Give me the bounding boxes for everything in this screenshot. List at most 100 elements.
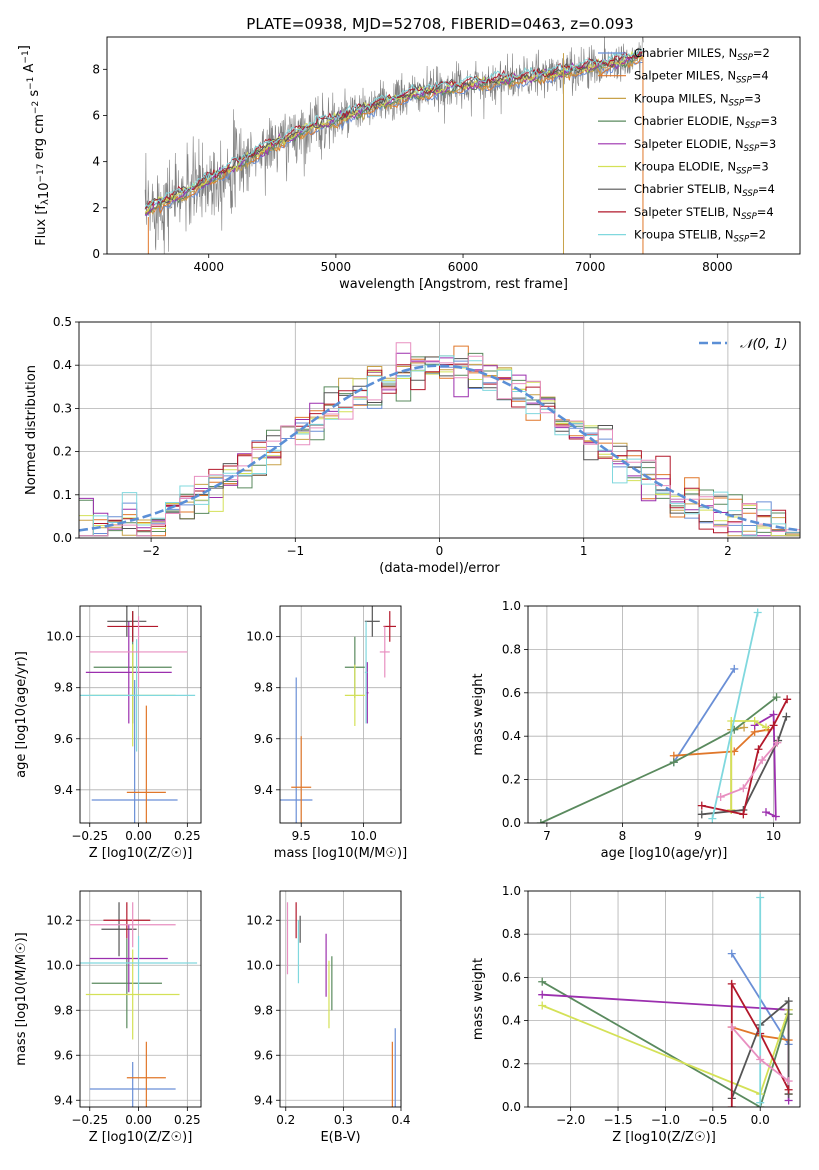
x-tick-label: 6000: [448, 260, 479, 274]
axes-frame: [527, 605, 801, 824]
y-axis-label: mass [log10(M/M☉)]: [14, 932, 29, 1065]
x-tick-label: −1.5: [603, 1113, 632, 1127]
x-tick-label: 5000: [321, 260, 352, 274]
y-axis-label: age [log10(age/yr)]: [14, 651, 29, 778]
x-tick-label: −0.25: [71, 1113, 108, 1127]
y-tick-label: 0: [92, 247, 100, 261]
legend-label-part: SSP: [741, 212, 757, 222]
massweight-line-salpeter-miles: [673, 728, 769, 757]
x-tick-label: 0.4: [391, 1113, 410, 1127]
axes-frame: [279, 605, 402, 824]
y-axis-label-part: −17: [36, 164, 46, 183]
massweight-line-extra_pink: [720, 742, 778, 798]
legend-label: Kroupa ELODIE, NSSP=3: [634, 160, 769, 177]
y-axis-label-part: erg cm: [32, 114, 47, 163]
massweight-point: [538, 990, 547, 999]
massweight-point: [727, 1023, 736, 1032]
x-tick-label: 0.25: [174, 1113, 201, 1127]
legend-label: Kroupa MILES, NSSP=3: [634, 91, 761, 108]
x-tick-label: −2.0: [556, 1113, 585, 1127]
legend-label-part: =4: [758, 182, 775, 196]
legend-label-part: SSP: [736, 167, 752, 177]
y-tick-label: 4: [92, 155, 100, 169]
massweight-point: [727, 949, 736, 958]
x-tick-label: 4000: [193, 260, 224, 274]
legend-label-part: Chabrier ELODIE, N: [634, 114, 745, 128]
massweight-point: [716, 792, 725, 801]
y-axis-label-part: −2: [31, 101, 41, 114]
axes-frame: [78, 321, 801, 539]
y-tick-label: 10.0: [46, 630, 73, 644]
massweight-point: [730, 664, 739, 673]
massweight-point: [771, 812, 780, 821]
massweight-point: [756, 1098, 765, 1107]
x-axis-label: mass [log10(M/M☉)]: [274, 846, 407, 861]
y-tick-label: 9.8: [254, 1003, 273, 1017]
x-tick-label: 10.0: [350, 829, 377, 843]
legend-label-part: =4: [752, 69, 769, 83]
massweight-point: [708, 814, 717, 823]
x-axis-label: E(B-V): [320, 1130, 360, 1145]
legend-label-part: SSP: [736, 76, 752, 86]
y-tick-label: 9.8: [54, 1003, 73, 1017]
massweight-point: [782, 712, 791, 721]
age_vs_Z-panel: −0.25 0.00 0.25 9.4 9.6 9.8 10.0 Z [log10(Z/Z☉)…: [14, 605, 202, 861]
y-axis-label-part: λ: [40, 199, 51, 205]
legend-label: 𝒩(0, 1): [740, 337, 787, 352]
legend-label: Chabrier MILES, NSSP=2: [634, 46, 770, 63]
x-tick-label: −2: [142, 544, 160, 558]
y-axis-label-part: 10: [37, 183, 52, 200]
legend-label-part: Salpeter ELODIE, N: [634, 137, 744, 151]
figure-title: PLATE=0938, MJD=52708, FIBERID=0463, z=0…: [246, 15, 633, 33]
y-tick-label: 10.2: [246, 913, 273, 927]
y-tick-label: 0.6: [502, 686, 521, 700]
x-tick-label: 0: [436, 544, 444, 558]
massweight-line-chabrier-stelib: [730, 999, 790, 1099]
y-tick-label: 9.6: [254, 1048, 273, 1062]
y-tick-label: 0.2: [53, 445, 72, 459]
massweight-line-salpeter-stelib: [730, 980, 790, 1107]
massweight-line-chabrier-elodie: [540, 696, 778, 823]
x-tick-label: 0.00: [125, 1113, 152, 1127]
y-tick-label: 9.4: [254, 783, 273, 797]
y-axis-label-part: A: [22, 63, 37, 76]
y-tick-label: 0.2: [502, 1057, 521, 1071]
x-tick-label: −1: [286, 544, 304, 558]
y-tick-label: 0.4: [502, 1014, 521, 1028]
y-tick-label: 0.8: [502, 927, 521, 941]
y-tick-label: 1.0: [502, 884, 521, 898]
massweight-point: [769, 710, 778, 719]
y-tick-label: 0.4: [502, 729, 521, 743]
massweight-point: [756, 893, 765, 902]
legend-label-part: Kroupa MILES, N: [634, 91, 729, 105]
y-tick-label: 9.6: [54, 1048, 73, 1062]
y-axis-label-part: −1: [21, 50, 31, 63]
x-tick-label: 9: [694, 829, 702, 843]
y-axis-label-part: −1: [26, 77, 36, 90]
y-tick-label: 9.4: [54, 783, 73, 797]
legend-label-part: SSP: [745, 121, 761, 131]
x-axis-label: Z [log10(Z/Z☉)]: [89, 1130, 193, 1145]
axes-frame: [106, 36, 801, 255]
y-tick-label: 9.8: [54, 681, 73, 695]
massweight_vs_Z-panel: −2.0 −1.5 −1.0 −0.5 0.0 0.0 0.2 0.4 0.6 0.8 1.0 Z […: [471, 884, 801, 1145]
y-axis-label: Normed distribution: [24, 365, 39, 495]
y-tick-label: 10.0: [246, 958, 273, 972]
normal-curve: [78, 364, 798, 532]
y-tick-label: 6: [92, 108, 100, 122]
x-tick-label: −0.5: [698, 1113, 727, 1127]
y-tick-label: 0.8: [502, 642, 521, 656]
y-tick-label: 9.6: [54, 732, 73, 746]
y-tick-label: 1.0: [502, 599, 521, 613]
mass_vs_EBV-panel: 0.2 0.3 0.4 9.4 9.6 9.8 10.0 10.2 E(B-V): [246, 890, 411, 1145]
histogram-salpeter-elodie: [79, 352, 800, 537]
x-tick-label: 8000: [702, 260, 733, 274]
y-tick-label: 9.4: [254, 1093, 273, 1107]
massweight-point: [769, 721, 778, 730]
massweight-point: [536, 819, 545, 823]
histogram-salpeter-stelib: [79, 363, 800, 537]
legend-label-part: =2: [753, 46, 770, 60]
x-tick-label: 7: [543, 829, 551, 843]
